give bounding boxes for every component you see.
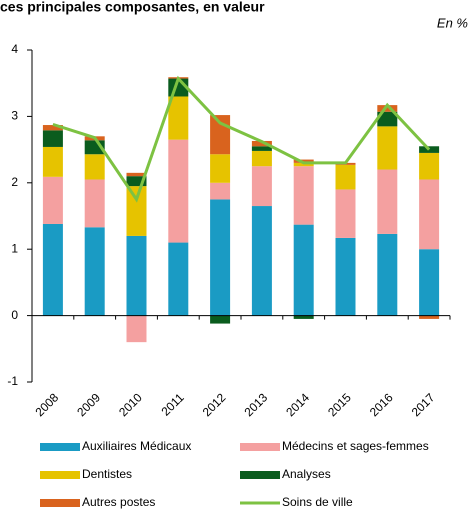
bar-segment — [251, 166, 272, 207]
bar-segment — [377, 105, 398, 112]
bar-segment — [210, 199, 231, 316]
bar-segment — [293, 315, 314, 319]
legend-label: Dentistes — [82, 467, 132, 481]
legend-swatch — [40, 443, 80, 451]
bar-segment — [419, 179, 440, 250]
y-tick-label: 1 — [11, 241, 18, 255]
x-tick-label: 2013 — [241, 390, 270, 419]
bar-segment — [293, 224, 314, 316]
y-tick-label: 3 — [11, 109, 18, 123]
x-tick-label: 2017 — [409, 390, 438, 419]
legend-swatch — [40, 471, 80, 479]
unit-label: En % — [437, 15, 468, 30]
bar-segment — [42, 176, 63, 224]
bar-segment — [377, 126, 398, 170]
bar-segment — [168, 242, 189, 316]
bar-segment — [419, 315, 440, 319]
bar-segment — [419, 152, 440, 180]
legend-label: Soins de ville — [282, 495, 353, 509]
bar-segment — [377, 233, 398, 316]
bar-segment — [84, 154, 105, 180]
y-tick-label: -1 — [7, 374, 18, 388]
bar-segment — [377, 111, 398, 127]
bar-segment — [251, 140, 272, 147]
bar-segment — [42, 125, 63, 131]
legend-swatch — [40, 499, 80, 507]
bar-segment — [251, 206, 272, 316]
y-tick-label: 4 — [11, 42, 18, 56]
line — [52, 75, 431, 203]
legend-label: Médecins et sages-femmes — [282, 439, 429, 453]
bar-segment — [251, 146, 272, 151]
legend-swatch — [240, 471, 280, 479]
bar-segment — [84, 227, 105, 316]
x-tick-label: 2009 — [74, 390, 103, 419]
bar-segment — [126, 315, 147, 343]
bar-segment — [335, 189, 356, 238]
bar-segment — [126, 176, 147, 187]
bar-segment — [42, 146, 63, 177]
bar-segment — [251, 150, 272, 167]
bar-segment — [377, 169, 398, 234]
bar-segment — [293, 162, 314, 167]
bar-segment — [168, 139, 189, 243]
bar-segment — [42, 223, 63, 316]
bar-segment — [126, 186, 147, 236]
bar-segment — [84, 179, 105, 228]
x-tick-label: 2015 — [325, 390, 354, 419]
legend-label: Auxiliaires Médicaux — [82, 439, 191, 453]
legend-label: Analyses — [282, 467, 331, 481]
x-tick-label: 2008 — [32, 390, 61, 419]
bar-segment — [210, 182, 231, 200]
x-tick-label: 2011 — [159, 390, 187, 418]
bar-segment — [168, 96, 189, 140]
y-tick-label: 0 — [11, 308, 18, 322]
bar-segment — [335, 237, 356, 316]
x-tick-label: 2014 — [283, 390, 312, 419]
bar-segment — [126, 235, 147, 316]
bar-segment — [126, 172, 147, 177]
x-tick-label: 2016 — [367, 390, 396, 419]
bar-segment — [42, 130, 63, 147]
y-tick-label: 2 — [11, 175, 18, 189]
legend-label: Autres postes — [82, 495, 155, 509]
bar-segment — [293, 166, 314, 225]
x-tick-label: 2012 — [200, 390, 229, 419]
x-tick-label: 2010 — [116, 390, 145, 419]
bar-segment — [210, 315, 231, 324]
legend-swatch — [240, 443, 280, 451]
bar-segment — [335, 164, 356, 190]
bar-segment — [210, 154, 231, 183]
chart-title: ces principales composantes, en valeur — [0, 0, 265, 15]
bar-segment — [419, 249, 440, 316]
